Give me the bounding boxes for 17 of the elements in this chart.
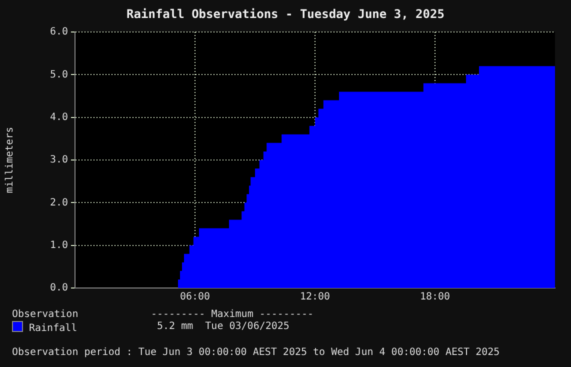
x-tick-label: 06:00 — [180, 292, 210, 303]
y-tick-label: 5.0 — [50, 69, 68, 80]
text: --------- Maximum --------- — [151, 309, 314, 320]
y-tick-label: 4.0 — [50, 112, 68, 123]
x-tick-label: 18:00 — [420, 292, 450, 303]
text: Observation — [12, 309, 78, 320]
y-tick-label: 0.0 — [50, 282, 68, 294]
x-tick-label: 12:00 — [300, 292, 330, 303]
y-tick-label: 2.0 — [50, 197, 68, 208]
y-tick-label: 1.0 — [50, 240, 68, 251]
text: Observation period : Tue Jun 3 00:00:00 AEST 2025 to Wed Jun 4 00:00:00 AEST 2025 — [12, 347, 500, 358]
text: Rainfall — [28, 322, 78, 334]
y-tick-label: 3.0 — [50, 154, 68, 166]
y-axis-title: millimeters — [4, 126, 16, 194]
y-tick-label: 6.0 — [50, 26, 68, 38]
chart-title: Rainfall Observations - Tuesday June 3, 2025 — [126, 7, 446, 21]
text: 5.2 mm Tue 03/06/2025 — [157, 321, 290, 332]
